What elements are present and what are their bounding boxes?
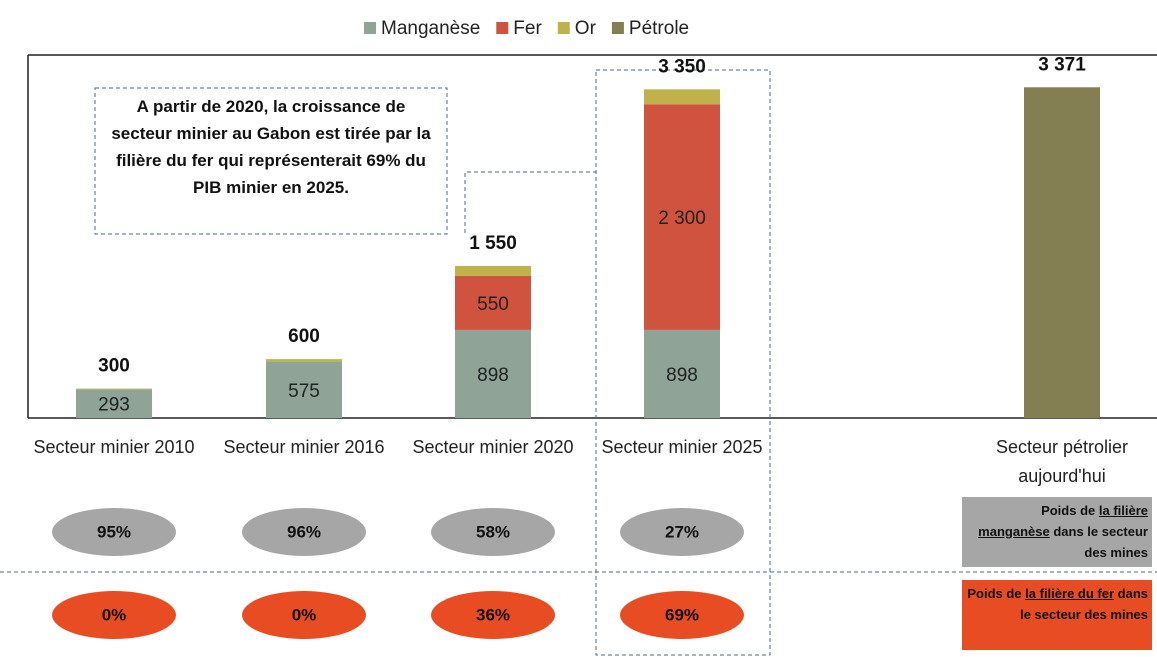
share-label: 58% [476,522,510,541]
bar-segment [76,388,152,390]
row-label: Poids de la filière manganèse dans le se… [962,497,1152,567]
legend-label: Or [575,18,597,39]
x-tick-label: Secteur pétrolier aujourd'hui [995,437,1129,486]
share-ellipse [242,591,366,639]
share-ellipse [431,508,555,556]
legend-label: Manganèse [381,18,480,39]
row-label-text: dans le secteur des mines [1020,586,1148,622]
annotation-box [94,87,448,235]
legend-swatch [557,22,570,34]
share-ellipse [52,591,176,639]
legend-swatch [611,22,624,34]
bar-segment [644,89,720,105]
annotation: A partir de 2020, la croissance de secte… [111,97,431,197]
share-ellipse [52,508,176,556]
bar-segment [455,265,531,276]
share-ellipse [242,508,366,556]
share-label: 95% [97,522,131,541]
segment-label: 550 [477,294,509,315]
total-label: 300 [98,356,130,377]
legend-swatch [364,22,376,34]
row-label: Poids de la filière du fer dans le secte… [962,580,1152,650]
share-label: 36% [476,605,510,624]
total-label: 3 371 [1038,54,1086,75]
share-label: 69% [665,605,699,624]
bar-segment [455,329,531,418]
row-label-text: la filière du fer [1025,586,1115,601]
legend-swatch [496,22,509,34]
bar-segment [266,361,342,418]
bar-segment [76,389,152,418]
bar-segment [266,359,342,362]
share-label: 96% [287,522,321,541]
segment-label: 293 [98,395,130,416]
bar-segment [455,275,531,330]
share-ellipse [431,591,555,639]
highlight-box [595,69,771,656]
share-label: 0% [102,605,127,624]
bar-segment [1024,87,1100,419]
x-tick-label: Secteur minier 2016 [223,437,385,457]
share-ellipse [620,508,744,556]
total-label: 600 [288,326,320,347]
segment-label: 575 [288,381,320,402]
share-label: 27% [665,522,699,541]
segment-label: 898 [666,365,698,386]
share-label: 0% [292,605,317,624]
x-tick-label: Secteur minier 2020 [412,437,574,457]
bar-segment [644,104,720,330]
row-label-text: dans le secteur des mines [1049,524,1148,560]
segment-label: 898 [477,365,509,386]
x-tick-label: Secteur minier 2025 [601,437,763,457]
bar-segment [644,329,720,418]
row-label-text: Poids de [1041,503,1099,518]
share-ellipse [620,591,744,639]
row-label-text: la filière manganèse [978,503,1148,539]
x-tick-label: Secteur minier 2010 [33,437,195,457]
total-label: 1 550 [469,233,517,254]
total-label: 3 350 [658,56,706,77]
row-label-text: Poids de [967,586,1026,601]
annotation-connector [464,171,596,233]
legend-label: Fer [513,18,542,39]
legend-label: Pétrole [629,18,689,39]
segment-label: 2 300 [658,208,706,229]
